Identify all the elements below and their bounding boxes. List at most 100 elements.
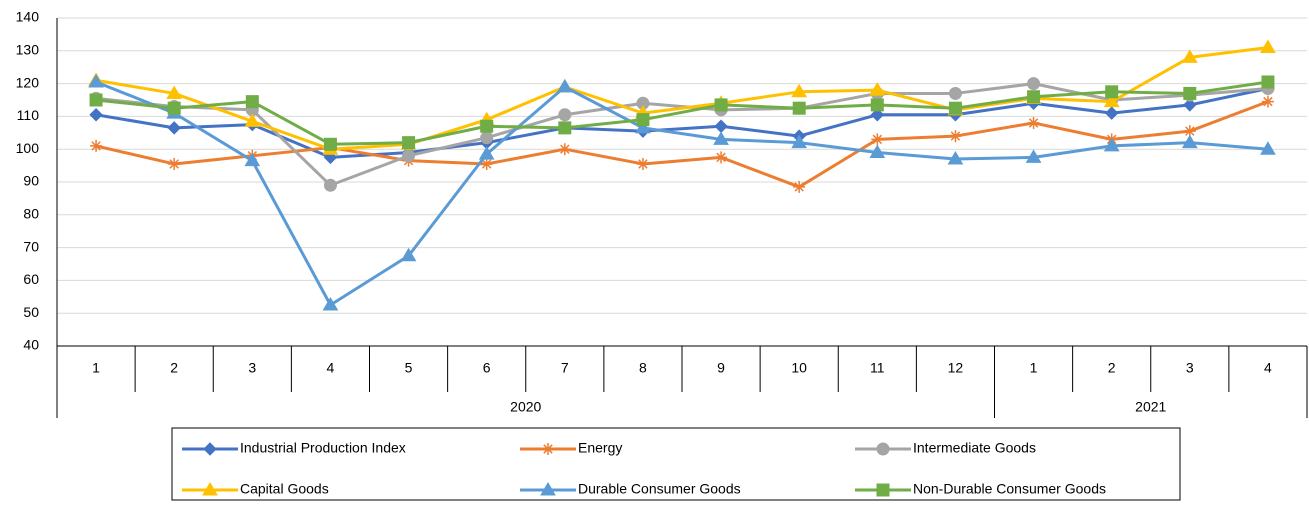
data-point: [166, 85, 183, 99]
data-point: [1027, 90, 1041, 104]
legend-box: [171, 427, 1181, 501]
data-point: [556, 78, 573, 93]
x-tick-label: 4: [327, 360, 335, 376]
data-point: [1104, 106, 1119, 120]
data-point: [88, 73, 104, 88]
x-tick-label: 11: [870, 360, 885, 376]
data-point: [869, 144, 886, 158]
data-point: [480, 119, 494, 133]
series-line: [95, 46, 1269, 151]
data-point: [715, 151, 728, 164]
data-point: [1183, 125, 1196, 138]
data-point: [244, 113, 261, 127]
data-point: [947, 151, 964, 165]
legend-marker: [202, 482, 218, 496]
x-tick-label: 8: [639, 360, 647, 376]
y-tick-label: 140: [16, 9, 40, 25]
y-tick-label: 130: [16, 42, 40, 58]
y-tick-label: 110: [17, 107, 40, 123]
data-point: [1103, 93, 1120, 108]
data-point: [793, 180, 806, 193]
data-point: [480, 131, 494, 145]
legend-label: Intermediate Goods: [913, 440, 1036, 456]
legend-marker: [876, 442, 890, 456]
x-group-label: 2021: [1135, 399, 1166, 415]
data-point: [322, 297, 339, 311]
data-point: [1260, 141, 1276, 155]
data-point: [167, 101, 181, 115]
x-tick-label: 1: [1030, 360, 1038, 376]
y-tick-label: 70: [23, 238, 39, 254]
x-tick-label: 2: [170, 360, 178, 376]
data-point: [713, 131, 729, 145]
data-point: [478, 146, 495, 160]
legend-label: Non-Durable Consumer Goods: [913, 481, 1106, 497]
data-point: [480, 157, 493, 170]
data-point: [402, 149, 416, 163]
data-point: [167, 121, 181, 135]
data-point: [871, 133, 884, 146]
series-line: [95, 100, 1269, 189]
data-point: [1261, 95, 1274, 108]
data-point: [1103, 137, 1120, 152]
x-tick-label: 5: [405, 360, 413, 376]
x-tick-label: 1: [92, 360, 100, 376]
data-point: [1181, 134, 1198, 149]
series-line: [95, 80, 1269, 307]
x-tick-label: 2: [1108, 360, 1116, 376]
y-tick-label: 80: [23, 206, 39, 222]
data-point: [1183, 86, 1197, 100]
data-point: [89, 93, 103, 107]
y-tick-label: 90: [23, 173, 39, 189]
legend-label: Durable Consumer Goods: [578, 481, 741, 497]
legend-label: Industrial Production Index: [240, 440, 406, 456]
data-point: [323, 178, 337, 192]
data-point: [402, 136, 416, 150]
data-point: [558, 121, 572, 135]
data-point: [791, 83, 808, 98]
data-point: [792, 101, 806, 115]
y-tick-label: 40: [23, 337, 39, 353]
data-point: [948, 101, 962, 115]
x-group-label: 2020: [510, 399, 541, 415]
data-point: [1183, 98, 1197, 112]
data-point: [558, 143, 571, 156]
data-point: [1027, 116, 1040, 129]
data-point: [714, 119, 728, 133]
legend-label: Capital Goods: [240, 481, 329, 497]
data-point: [323, 137, 337, 151]
data-point: [168, 157, 181, 170]
data-point: [1027, 77, 1041, 91]
x-tick-label: 4: [1264, 360, 1272, 376]
data-point: [870, 98, 884, 112]
data-point: [244, 152, 261, 167]
data-point: [400, 247, 417, 262]
data-point: [635, 119, 651, 134]
data-point: [949, 130, 962, 143]
x-tick-label: 6: [483, 360, 491, 376]
x-tick-label: 3: [1186, 360, 1194, 376]
series-line: [95, 87, 1269, 159]
data-point: [558, 108, 572, 122]
data-point: [791, 134, 808, 149]
y-tick-label: 120: [16, 74, 40, 90]
y-tick-label: 50: [23, 304, 39, 320]
data-point: [245, 95, 259, 109]
legend-label: Energy: [578, 440, 622, 456]
data-point: [869, 82, 886, 96]
legend-marker: [203, 442, 217, 456]
data-point: [714, 98, 728, 112]
series-line: [95, 80, 1269, 146]
legend-marker: [540, 482, 556, 496]
data-point: [1181, 49, 1198, 63]
data-point: [1261, 75, 1275, 89]
data-point: [870, 108, 885, 122]
legend-marker: [542, 443, 554, 455]
x-tick-label: 10: [791, 360, 807, 376]
data-point: [636, 113, 650, 127]
data-point: [90, 139, 103, 152]
x-tick-label: 12: [948, 360, 964, 376]
data-point: [1025, 149, 1042, 163]
data-point: [948, 86, 962, 100]
